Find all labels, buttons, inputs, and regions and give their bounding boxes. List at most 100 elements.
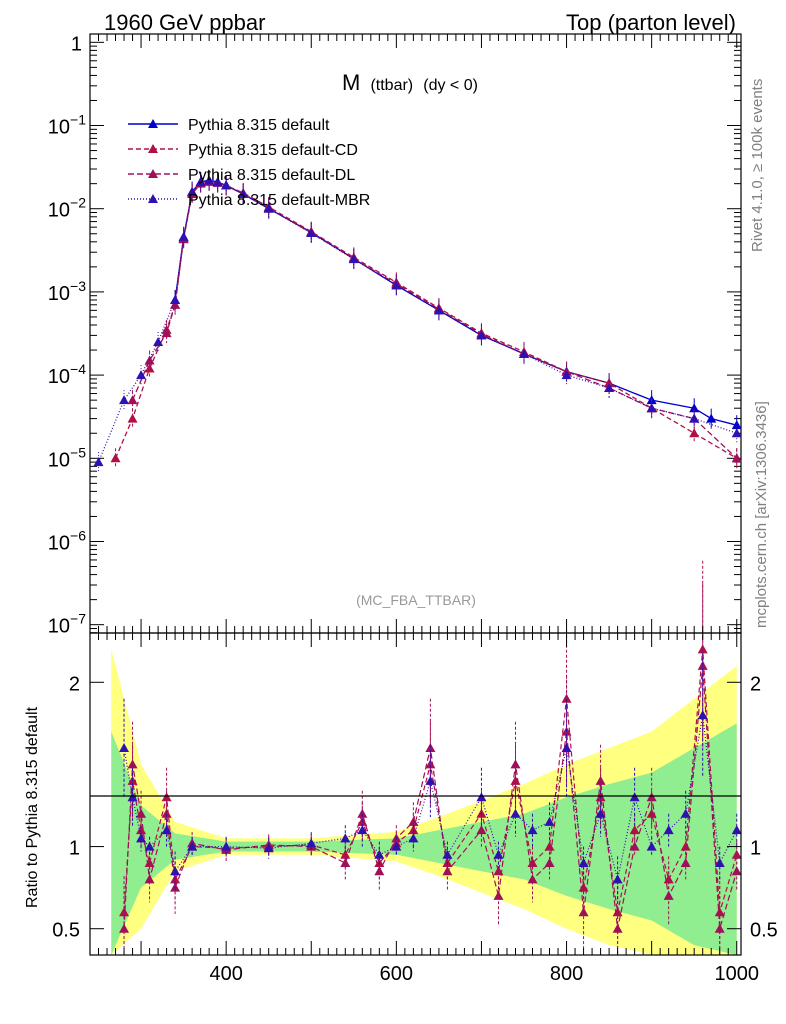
data-point	[170, 294, 181, 304]
ratio-point	[680, 808, 691, 818]
series-line	[174, 179, 737, 426]
ratio-point	[629, 841, 640, 851]
ratio-point	[374, 849, 385, 859]
data-point	[646, 403, 657, 413]
data-point	[433, 305, 444, 315]
watermark: (MC_FBA_TTBAR)	[356, 592, 476, 608]
ytick-label: 10−6	[48, 527, 86, 554]
data-point	[391, 280, 402, 290]
title-sub: (ttbar)	[370, 77, 413, 94]
ytick-label: 10−2	[48, 195, 86, 222]
ratio-ytick-label: 1	[69, 838, 80, 860]
ratio-point	[263, 843, 274, 853]
ratio-panel: 0.5 0.5 1 1 2 2 Ratio to Pythia 8.315 default	[24, 560, 778, 956]
data-point	[604, 382, 615, 392]
data-point	[161, 328, 172, 338]
data-point	[731, 453, 742, 463]
ratio-point	[578, 858, 589, 867]
ratio-point	[595, 775, 606, 785]
ratio-point	[561, 743, 572, 752]
ratio-ytick-label-right: 2	[750, 673, 761, 695]
data-point	[93, 457, 104, 467]
ratio-point	[544, 841, 555, 851]
ratio-point	[119, 923, 130, 933]
ratio-point	[527, 874, 538, 884]
ratio-point	[544, 816, 555, 826]
ytick-label: 10−1	[48, 112, 86, 139]
ratio-point	[493, 890, 504, 900]
mcplots-label: mcplots.cern.ch [arXiv:1306.3436]	[753, 401, 770, 628]
xtick-label: 600	[380, 963, 413, 985]
ytick-label: 10−3	[48, 278, 86, 305]
ratio-point	[144, 874, 155, 884]
data-point	[604, 378, 615, 388]
data-point	[306, 228, 317, 238]
ytick-label: 10−5	[48, 444, 86, 471]
data-point	[195, 177, 206, 187]
ratio-point	[408, 833, 419, 843]
legend-marker	[148, 144, 158, 153]
header-right: Top (parton level)	[566, 10, 736, 35]
ratio-point	[442, 849, 453, 859]
ratio-band-green	[111, 723, 737, 955]
rivet-label: Rivet 4.1.0, ≥ 100k events	[749, 79, 766, 252]
ratio-point	[442, 866, 453, 876]
ratio-point	[731, 866, 742, 876]
xtick-label: 800	[550, 963, 583, 985]
ratio-point	[527, 825, 538, 835]
data-point	[119, 395, 130, 405]
series-line	[131, 180, 738, 459]
xtick-label: 400	[209, 963, 242, 985]
ratio-point	[663, 825, 674, 835]
ratio-point	[578, 907, 589, 917]
ratio-line	[123, 649, 738, 913]
legend-entry: Pythia 8.315 default-CD	[188, 142, 358, 159]
series-line	[97, 179, 737, 463]
ratio-point	[680, 841, 691, 851]
data-point	[127, 395, 138, 405]
ratio-point	[476, 792, 487, 802]
ratio-point	[357, 808, 368, 818]
title-main: M	[342, 70, 360, 95]
ratio-point	[697, 710, 708, 720]
ratio-point	[714, 923, 725, 933]
ratio-point	[408, 816, 419, 826]
chart-title: M (ttbar) (dy < 0)	[342, 70, 478, 95]
data-point	[263, 203, 274, 213]
data-point	[706, 413, 717, 423]
ratio-point	[510, 808, 521, 818]
data-point	[519, 348, 529, 358]
data-point	[212, 177, 223, 187]
ratio-point	[161, 808, 172, 818]
ratio-point	[187, 841, 198, 851]
ratio-point	[170, 866, 181, 876]
ratio-point	[119, 743, 130, 752]
ytick-label: 10−7	[48, 611, 86, 638]
ratio-ytick-label-right: 1	[750, 838, 761, 860]
ratio-point	[629, 792, 640, 802]
ratio-point	[306, 838, 317, 848]
ratio-point	[127, 792, 138, 802]
ratio-series	[119, 560, 742, 955]
data-point	[204, 175, 215, 185]
legend: Pythia 8.315 default Pythia 8.315 default…	[128, 117, 370, 209]
data-point	[170, 299, 181, 309]
ratio-point	[476, 825, 487, 835]
legend-marker	[148, 194, 158, 203]
ratio-point	[510, 759, 521, 769]
ytick-label: 10−4	[48, 361, 86, 388]
data-point	[127, 413, 138, 423]
ratio-point	[595, 808, 606, 818]
legend-entry: Pythia 8.315 default-DL	[188, 167, 355, 184]
data-point	[731, 420, 742, 430]
legend-entry: Pythia 8.315 default	[188, 117, 330, 134]
ratio-point	[144, 841, 155, 851]
ratio-point	[340, 858, 351, 867]
data-point	[689, 403, 700, 413]
ratio-point	[629, 825, 640, 835]
ratio-point	[136, 808, 147, 818]
ratio-point	[493, 849, 504, 859]
data-point	[731, 428, 742, 438]
data-point	[178, 231, 189, 241]
ratio-point	[425, 775, 436, 785]
